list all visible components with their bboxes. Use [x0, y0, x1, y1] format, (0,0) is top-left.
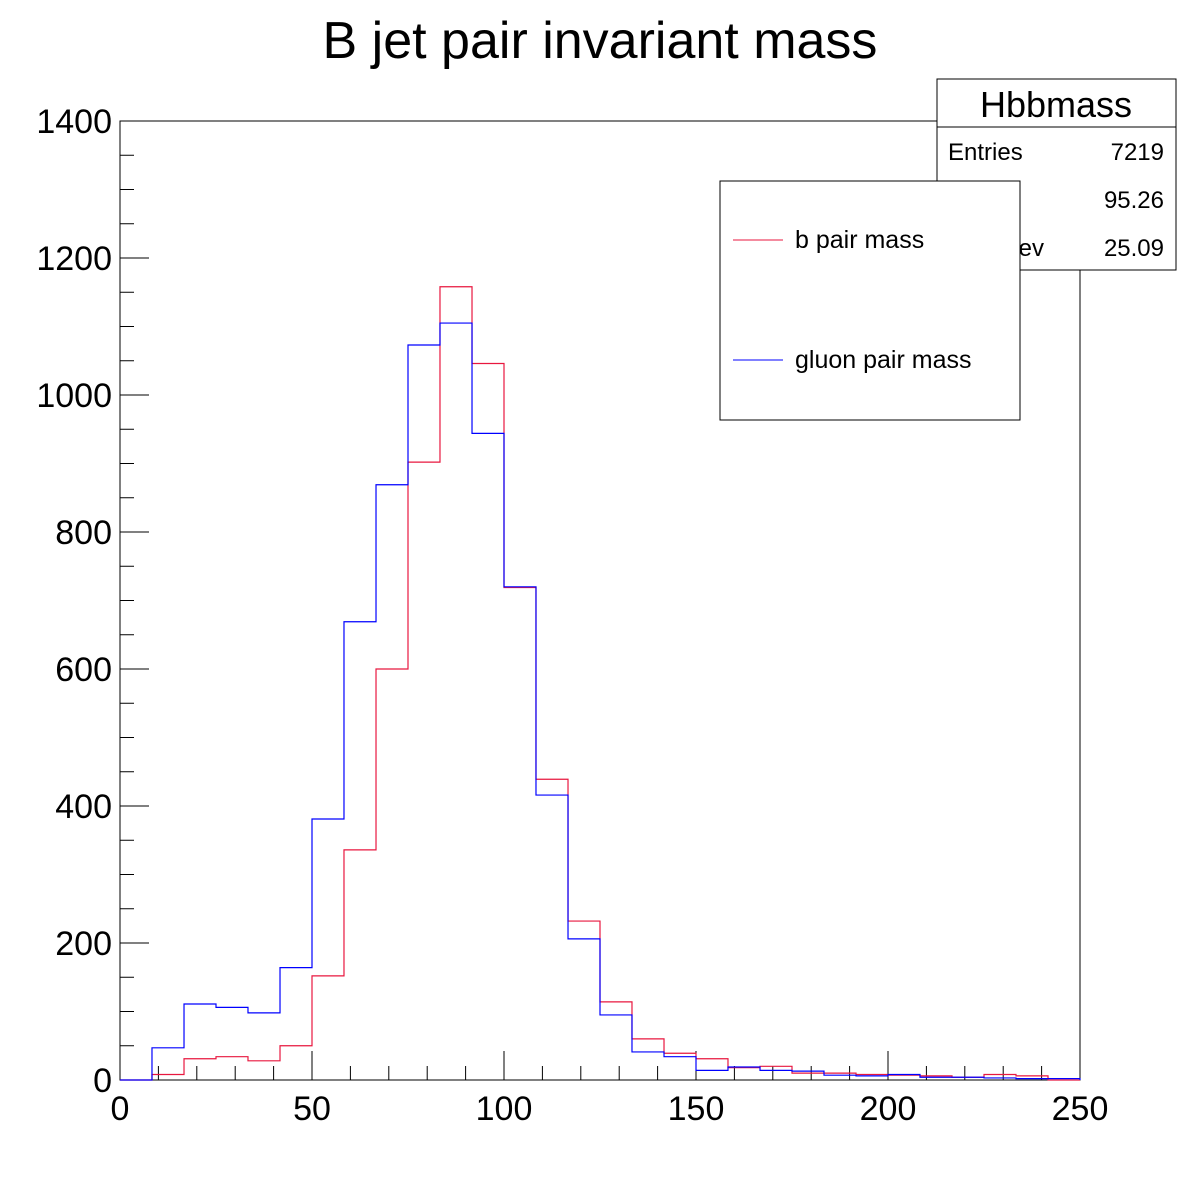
y-tick-label: 1200: [36, 240, 112, 278]
x-axis: 0 50 100 150 200 250: [111, 1051, 1109, 1128]
stats-mean-value: 95.26: [1104, 187, 1164, 214]
y-tick-label: 800: [55, 514, 112, 552]
x-tick-label: 100: [476, 1090, 533, 1128]
legend-frame: [719, 180, 1021, 421]
y-tick-label: 200: [55, 925, 112, 963]
y-tick-label: 600: [55, 651, 112, 689]
chart-title: B jet pair invariant mass: [323, 12, 878, 70]
legend-label-gluon-pair-mass: gluon pair mass: [795, 346, 971, 374]
x-tick-label: 150: [668, 1090, 725, 1128]
legend-label-b-pair-mass: b pair mass: [795, 226, 924, 254]
series-line-gluon-pair-mass: [120, 322, 1081, 1081]
y-axis: 0 200 400 600 800 1000 1200 1400: [36, 103, 149, 1100]
stats-box-title: Hbbmass: [980, 84, 1132, 125]
stats-entries-label: Entries: [948, 139, 1023, 166]
histogram-series: [120, 286, 1081, 1081]
stats-stddev-value: 25.09: [1104, 235, 1164, 262]
x-tick-label: 0: [111, 1090, 130, 1128]
x-tick-label: 200: [860, 1090, 917, 1128]
stats-stddev-label: ev: [1019, 235, 1044, 262]
stats-entries-value: 7219: [1111, 139, 1164, 166]
x-tick-label: 50: [293, 1090, 331, 1128]
x-tick-label: 250: [1052, 1090, 1109, 1128]
legend: b pair mass gluon pair mass: [719, 180, 1021, 421]
y-tick-label: 1400: [36, 103, 112, 141]
y-tick-label: 1000: [36, 377, 112, 415]
y-tick-label: 0: [93, 1062, 112, 1100]
y-tick-label: 400: [55, 788, 112, 826]
